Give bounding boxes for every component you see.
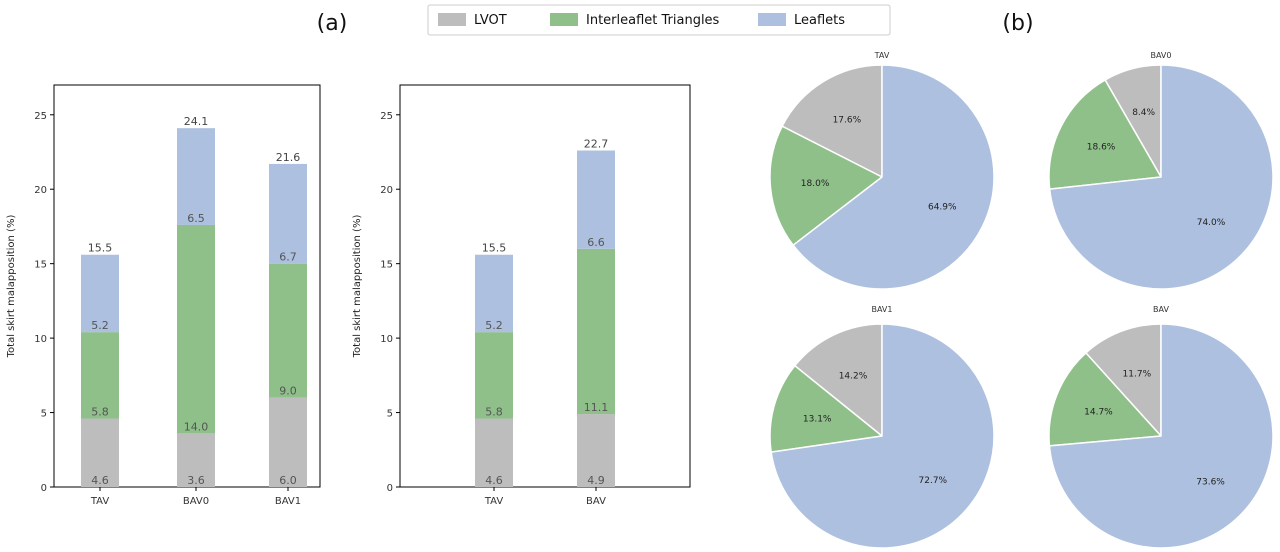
pie-title: TAV <box>874 51 890 60</box>
pie-slice-lvot <box>793 323 883 438</box>
y-tick-label: 0 <box>41 483 47 494</box>
y-tick-label: 5 <box>387 409 393 420</box>
bar-interleaflet-triangles-bav1 <box>269 263 307 398</box>
bar-total-label-tav: 15.5 <box>88 242 113 255</box>
legend-swatch-interleaflet <box>550 13 578 26</box>
plot-frame <box>399 84 691 488</box>
bar-label-interleaflet-triangles-bav: 11.1 <box>584 401 609 414</box>
bar-label-leaflets-tav: 5.2 <box>485 319 503 332</box>
bar-leaflets-bav <box>577 150 615 249</box>
pie-slice-interleaflet-triangles <box>1048 351 1163 447</box>
panel-label-a: (a) <box>317 11 348 36</box>
bar-label-lvot-bav1: 6.0 <box>279 474 297 487</box>
x-tick-label-bav: BAV <box>586 496 606 507</box>
bar-label-interleaflet-triangles-bav0: 14.0 <box>184 420 209 433</box>
bar-leaflets-tav <box>81 254 119 333</box>
pie-slice-lvot <box>1084 323 1162 438</box>
pie-chart-bav1: BAV1 14.2% 13.1% 72.7% <box>769 305 995 549</box>
bar-leaflets-tav <box>475 254 513 333</box>
bar-chart-2: 0 5 10 15 20 25 Total skirt malapposition (%) T… <box>352 84 691 507</box>
y-tick-label: 10 <box>34 334 47 345</box>
pie-slice-leaflets <box>792 64 995 290</box>
bar-label-interleaflet-triangles-tav: 5.8 <box>485 406 503 419</box>
pie-title: BAV <box>1153 305 1169 314</box>
legend-label-leaflets: Leaflets <box>794 13 845 28</box>
pie-label-leaflets: 74.0% <box>1197 218 1226 228</box>
y-tick-label: 20 <box>34 185 47 196</box>
bar-lvot-tav <box>475 418 513 487</box>
bar-label-leaflets-bav1: 6.7 <box>279 251 297 264</box>
bar-leaflets-bav0 <box>177 128 215 225</box>
x-tick-label-bav1: BAV1 <box>275 496 301 507</box>
bar-interleaflet-triangles-bav0 <box>177 224 215 434</box>
pie-chart-bav: BAV 11.7% 14.7% 73.6% <box>1048 305 1274 549</box>
bar-lvot-bav <box>577 414 615 487</box>
pie-label-lvot: 8.4% <box>1132 108 1155 118</box>
y-tick-label: 25 <box>380 111 393 122</box>
pie-label-interleaflet-triangles: 14.7% <box>1084 407 1113 417</box>
x-tick-label-tav: TAV <box>90 496 110 507</box>
legend-label-lvot: LVOT <box>474 13 507 28</box>
bar-interleaflet-triangles-tav <box>475 332 513 419</box>
pie-slice-lvot <box>781 64 883 179</box>
bar-label-lvot-bav: 4.9 <box>587 474 605 487</box>
pie-slice-interleaflet-triangles <box>769 125 884 247</box>
legend: LVOT Interleaflet Triangles Leaflets <box>427 4 891 36</box>
bar-total-label-bav1: 21.6 <box>276 151 301 164</box>
bar-lvot-tav <box>81 418 119 487</box>
bar-interleaflet-triangles-tav <box>81 332 119 419</box>
pie-slice-leaflets <box>770 323 995 549</box>
legend-label-interleaflet: Interleaflet Triangles <box>586 13 720 28</box>
pie-title: BAV0 <box>1150 51 1171 60</box>
bar-label-leaflets-bav: 6.6 <box>587 236 605 249</box>
bar-label-interleaflet-triangles-tav: 5.8 <box>91 406 109 419</box>
bar-label-lvot-tav: 4.6 <box>485 474 503 487</box>
legend-swatch-lvot <box>438 13 466 26</box>
panel-label-b: (b) <box>1002 11 1033 36</box>
pie-label-leaflets: 64.9% <box>928 203 957 213</box>
pie-slice-interleaflet-triangles <box>1048 78 1163 190</box>
bar-label-lvot-tav: 4.6 <box>91 474 109 487</box>
pie-slice-leaflets <box>1048 64 1274 290</box>
pie-slice-leaflets <box>1048 323 1274 549</box>
x-tick-label-bav0: BAV0 <box>183 496 209 507</box>
pie-label-leaflets: 73.6% <box>1196 477 1225 487</box>
pie-label-lvot: 17.6% <box>833 116 862 126</box>
legend-frame <box>427 4 891 36</box>
y-tick-label: 0 <box>387 483 393 494</box>
bar-total-label-bav0: 24.1 <box>184 115 209 128</box>
bar-total-label-tav: 15.5 <box>482 242 507 255</box>
pie-title: BAV1 <box>871 305 892 314</box>
pie-label-lvot: 11.7% <box>1123 369 1152 379</box>
legend-swatch-leaflets <box>758 13 786 26</box>
y-tick-label: 15 <box>380 260 393 271</box>
pie-label-lvot: 14.2% <box>839 371 868 381</box>
pie-chart-tav: TAV 17.6% 18.0% 64.9% <box>769 51 995 290</box>
y-tick-label: 15 <box>34 260 47 271</box>
bar-label-leaflets-tav: 5.2 <box>91 319 109 332</box>
bar-label-leaflets-bav0: 6.5 <box>187 212 205 225</box>
pie-slice-interleaflet-triangles <box>769 364 884 453</box>
pie-label-leaflets: 72.7% <box>919 476 948 486</box>
x-tick-label-tav: TAV <box>484 496 504 507</box>
y-axis-label: Total skirt malapposition (%) <box>6 215 17 359</box>
bar-interleaflet-triangles-bav <box>577 248 615 415</box>
y-axis-label: Total skirt malapposition (%) <box>352 215 363 359</box>
bar-total-label-bav: 22.7 <box>584 138 609 151</box>
y-tick-label: 20 <box>380 185 393 196</box>
bar-label-interleaflet-triangles-bav1: 9.0 <box>279 385 297 398</box>
y-tick-label: 25 <box>34 111 47 122</box>
pie-label-interleaflet-triangles: 13.1% <box>803 414 832 424</box>
bar-label-lvot-bav0: 3.6 <box>187 474 205 487</box>
pie-label-interleaflet-triangles: 18.6% <box>1087 143 1116 153</box>
pie-label-interleaflet-triangles: 18.0% <box>801 179 830 189</box>
bar-leaflets-bav1 <box>269 163 307 264</box>
y-tick-label: 5 <box>41 409 47 420</box>
bar-chart-1: 0 5 10 15 20 25 Total skirt malapposition (%) T… <box>6 84 321 507</box>
bar-lvot-bav0 <box>177 433 215 487</box>
bar-lvot-bav1 <box>269 397 307 487</box>
y-tick-label: 10 <box>380 334 393 345</box>
pie-chart-bav0: BAV0 8.4% 18.6% 74.0% <box>1048 51 1274 290</box>
